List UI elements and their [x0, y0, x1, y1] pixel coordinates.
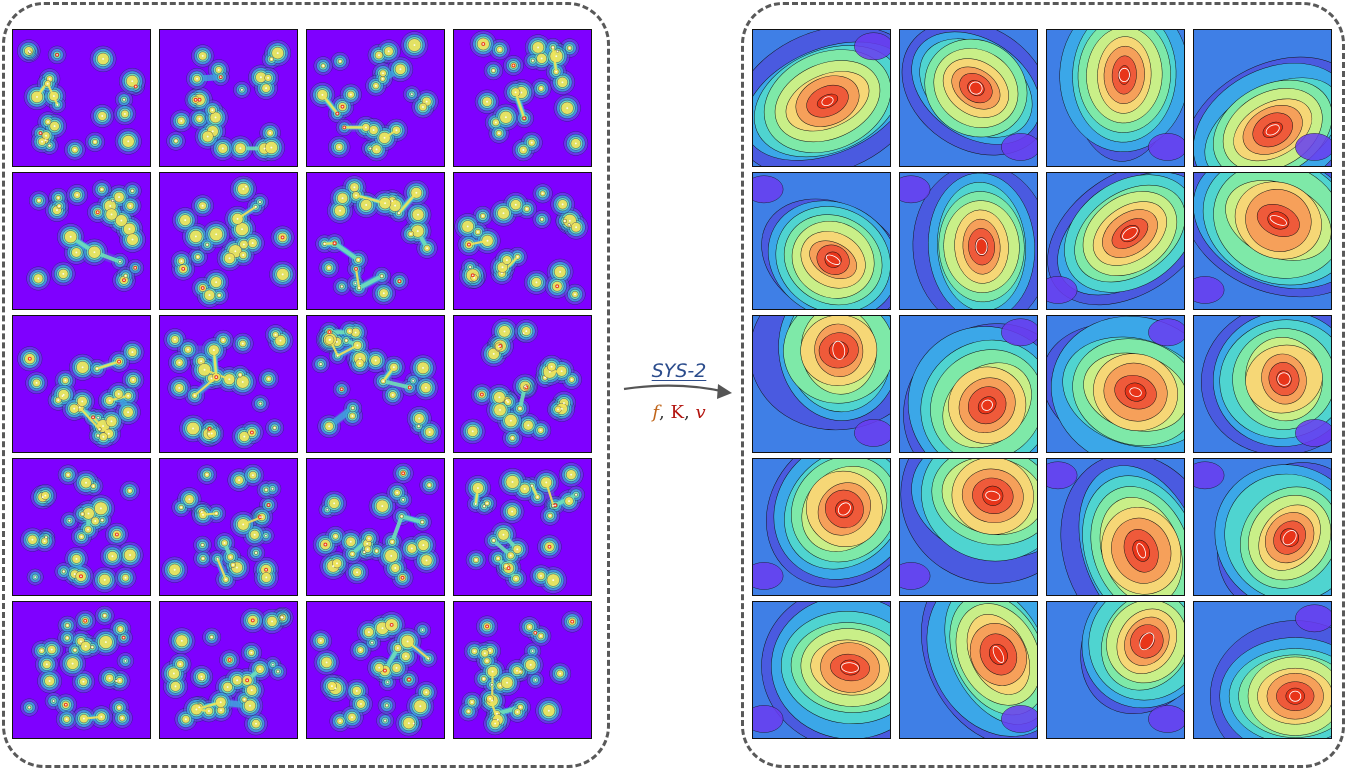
output-field-tile — [899, 315, 1038, 453]
output-field-tile — [752, 29, 891, 167]
output-field-tile — [899, 601, 1038, 739]
output-field-tile — [899, 29, 1038, 167]
input-field-tile — [306, 458, 445, 596]
input-field-tile — [453, 315, 592, 453]
input-field-tile — [12, 601, 151, 739]
param-v: v — [695, 402, 706, 423]
input-field-tile — [159, 29, 298, 167]
input-field-grid — [12, 29, 592, 739]
output-field-tile — [752, 315, 891, 453]
output-field-tile — [1193, 458, 1332, 596]
input-field-tile — [12, 29, 151, 167]
input-field-tile — [12, 172, 151, 310]
input-field-tile — [159, 458, 298, 596]
output-field-tile — [1046, 601, 1185, 739]
output-field-tile — [1046, 315, 1185, 453]
input-field-tile — [306, 29, 445, 167]
output-field-tile — [1046, 29, 1185, 167]
output-field-grid — [752, 29, 1332, 739]
input-panel — [2, 2, 610, 768]
param-separator: , — [659, 402, 665, 423]
input-field-tile — [453, 172, 592, 310]
input-field-tile — [306, 601, 445, 739]
operator-arrow-group: SYS-2 f, K, v — [620, 358, 738, 448]
output-field-tile — [899, 172, 1038, 310]
output-field-tile — [1046, 172, 1185, 310]
param-k: K — [670, 402, 684, 423]
input-field-tile — [306, 172, 445, 310]
output-field-tile — [1193, 315, 1332, 453]
output-field-tile — [899, 458, 1038, 596]
input-field-tile — [453, 458, 592, 596]
output-field-tile — [1046, 458, 1185, 596]
output-field-tile — [1193, 601, 1332, 739]
output-field-tile — [1193, 29, 1332, 167]
output-field-tile — [1193, 172, 1332, 310]
output-panel — [741, 2, 1345, 768]
arrow-icon — [623, 384, 732, 399]
input-field-tile — [12, 315, 151, 453]
operator-name: SYS-2 — [651, 360, 707, 382]
output-field-tile — [752, 458, 891, 596]
param-f: f — [652, 402, 660, 423]
input-field-tile — [453, 601, 592, 739]
param-separator: , — [683, 402, 690, 423]
input-field-tile — [306, 315, 445, 453]
input-field-tile — [159, 315, 298, 453]
input-field-tile — [159, 601, 298, 739]
output-field-tile — [752, 172, 891, 310]
output-field-tile — [752, 601, 891, 739]
operator-params: f, K, v — [620, 402, 738, 423]
input-field-tile — [159, 172, 298, 310]
input-field-tile — [12, 458, 151, 596]
input-field-tile — [453, 29, 592, 167]
